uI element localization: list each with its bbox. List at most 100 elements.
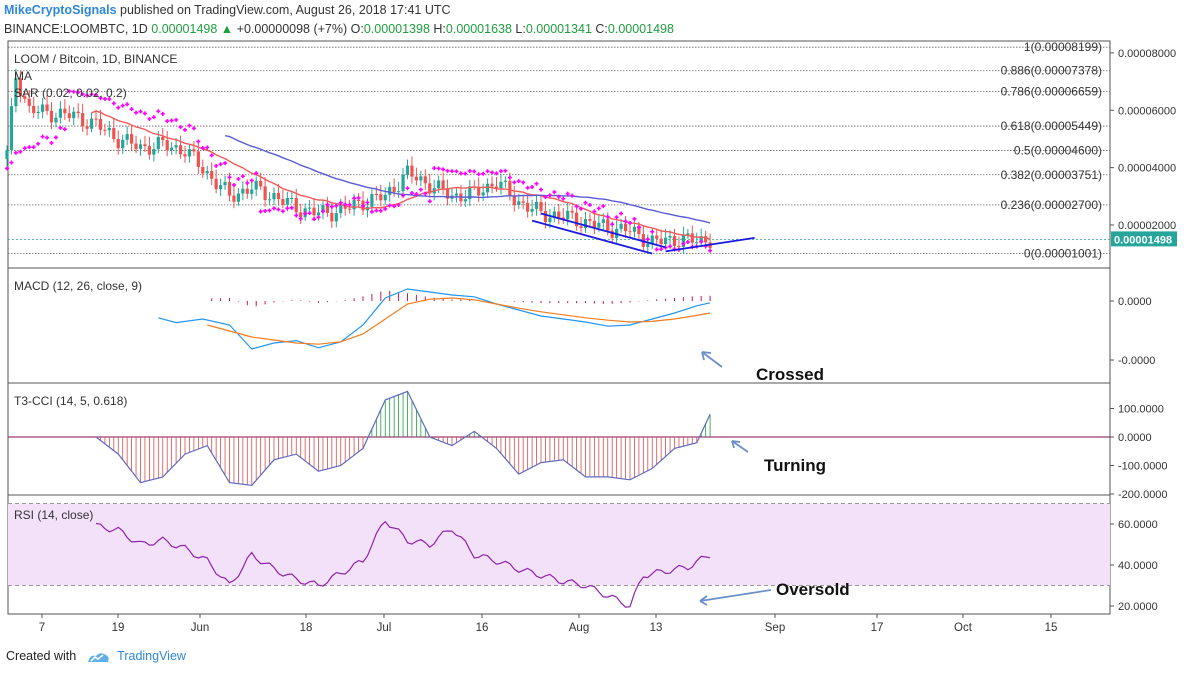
- candle-body: [561, 217, 565, 220]
- candle-body: [299, 212, 303, 218]
- sar-marker: [94, 92, 98, 97]
- change-value: +0.00000098 (+7%): [236, 22, 348, 36]
- candle-body: [410, 165, 414, 177]
- fib-level-label: 0.382(0.00003751): [1001, 168, 1102, 182]
- cci-line: [95, 390, 711, 487]
- sar-marker: [596, 206, 601, 211]
- sar-marker: [169, 118, 174, 123]
- sar-marker: [454, 169, 459, 174]
- macd-tick-label: -0.0000: [1118, 355, 1155, 367]
- high-label: H:: [433, 22, 446, 36]
- sar-marker: [40, 134, 45, 139]
- candle-body: [32, 105, 36, 114]
- candle-body: [23, 96, 27, 99]
- sar-marker: [494, 171, 499, 176]
- candle-body: [165, 140, 169, 151]
- candle-body: [308, 207, 312, 209]
- candle-body: [508, 180, 512, 196]
- candle-body: [557, 211, 561, 218]
- cci-tick-label: 100.0000: [1118, 404, 1164, 416]
- candle-body: [419, 176, 423, 181]
- price-panel-title: LOOM / Bitcoin, 1D, BINANCE: [14, 52, 177, 66]
- sar-marker: [5, 166, 9, 171]
- sar-marker: [552, 190, 557, 195]
- sar-marker: [134, 110, 139, 115]
- candle-body: [343, 204, 347, 209]
- cci-panel-title: T3-CCI (14, 5, 0.618): [14, 394, 127, 408]
- candle-body: [196, 151, 200, 168]
- sar-marker: [614, 215, 619, 220]
- cci-annotation-turning: Turning: [764, 456, 826, 475]
- sar-marker: [249, 178, 254, 183]
- annotation-arrow: [731, 440, 749, 453]
- sar-marker: [27, 145, 32, 150]
- time-tick-label: 17: [871, 622, 884, 634]
- candle-body: [575, 212, 579, 227]
- candle-body: [205, 170, 209, 174]
- sar-marker: [89, 92, 94, 97]
- rsi-tick-label: 60.0000: [1118, 519, 1158, 531]
- sar-legend: SAR (0.02, 0.02, 0.2): [14, 86, 127, 100]
- price-tick-label: 0.00006000: [1118, 105, 1176, 117]
- candle-body: [668, 235, 672, 238]
- tradingview-logo-icon: [87, 652, 109, 662]
- candle-body: [619, 223, 623, 229]
- candle-body: [628, 231, 632, 233]
- sar-marker: [423, 191, 428, 196]
- candle-body: [401, 174, 405, 192]
- candle-body: [223, 181, 227, 186]
- candle-body: [334, 213, 338, 222]
- sar-marker: [476, 172, 481, 177]
- candle-body: [130, 134, 134, 144]
- candle-body: [121, 139, 125, 149]
- candle-body: [27, 98, 31, 106]
- candle-body: [290, 197, 294, 199]
- sar-marker: [441, 167, 446, 172]
- author-link[interactable]: MikeCryptoSignals: [4, 3, 117, 17]
- time-tick-label: 19: [112, 622, 125, 634]
- sar-marker: [396, 203, 401, 208]
- candle-body: [637, 226, 641, 235]
- macd-signal-line: [207, 297, 711, 345]
- candle-body: [592, 220, 596, 228]
- sar-marker: [85, 93, 90, 98]
- candle-body: [210, 170, 214, 179]
- candle-body: [597, 222, 601, 228]
- sar-marker: [490, 170, 495, 175]
- time-tick-label: Jul: [377, 622, 392, 634]
- candle-body: [441, 180, 445, 189]
- sar-marker: [378, 208, 383, 213]
- time-tick-label: Oct: [954, 622, 973, 634]
- candle-body: [486, 183, 490, 193]
- fib-level-label: 0.5(0.00004600): [1014, 143, 1102, 157]
- sar-marker: [467, 169, 472, 174]
- fib-level-label: 0.618(0.00005449): [1001, 119, 1102, 133]
- sar-marker: [556, 194, 561, 199]
- candle-body: [339, 204, 343, 214]
- candle-body: [543, 210, 548, 223]
- candle-body: [272, 192, 276, 200]
- sar-marker: [628, 220, 632, 225]
- sar-marker: [592, 209, 597, 214]
- fib-level-label: 0.236(0.00002700): [1001, 198, 1102, 212]
- candle-body: [503, 180, 507, 182]
- last-price-badge-label: 0.00001498: [1114, 234, 1172, 246]
- sar-marker: [316, 215, 321, 220]
- sar-marker: [18, 149, 23, 154]
- sar-marker: [659, 247, 664, 252]
- wedge-lower-trendline: [531, 219, 653, 255]
- candle-body: [294, 197, 298, 213]
- candle-body: [672, 235, 677, 246]
- candle-body: [116, 138, 120, 149]
- sar-marker: [49, 140, 54, 145]
- sar-marker: [263, 208, 268, 213]
- tradingview-link[interactable]: TradingView: [117, 649, 186, 663]
- sar-marker: [183, 127, 187, 132]
- candle-body: [36, 111, 40, 114]
- sar-marker: [699, 239, 704, 244]
- sar-marker: [303, 211, 308, 216]
- candle-body: [548, 217, 552, 223]
- low-value: 0.00001341: [525, 22, 592, 36]
- sar-marker: [187, 123, 192, 128]
